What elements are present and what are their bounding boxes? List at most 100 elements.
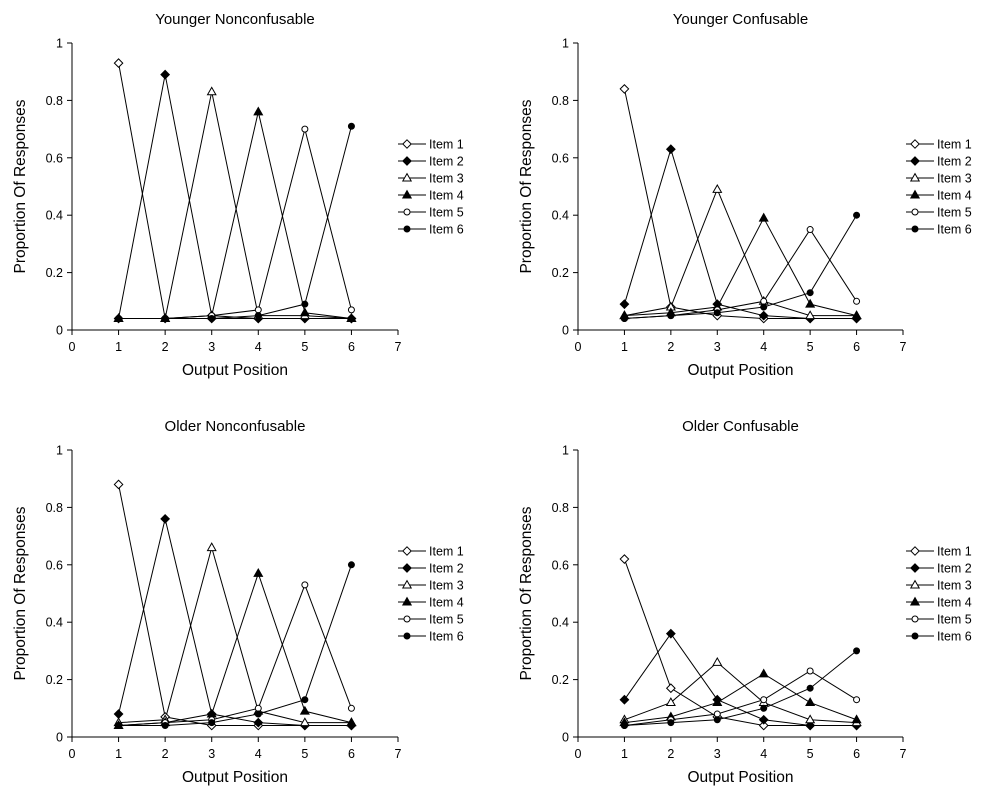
data-point-item-6 xyxy=(301,696,309,704)
series-line-item-6 xyxy=(624,214,858,320)
x-tick-label: 0 xyxy=(575,747,582,761)
y-tick-label: 0.4 xyxy=(46,616,63,630)
legend-marker-item-4 xyxy=(909,596,921,606)
x-axis-label: Output Position xyxy=(182,362,288,379)
data-point-item-2 xyxy=(665,628,676,639)
x-tick-label: 0 xyxy=(69,747,76,761)
legend-label-item-3: Item 3 xyxy=(429,172,464,186)
legend-marker-item-4 xyxy=(909,189,921,199)
data-point-item-5 xyxy=(301,125,309,133)
x-tick-label: 5 xyxy=(301,340,308,354)
chart-title: Younger Nonconfusable xyxy=(155,11,315,28)
data-point-item-4 xyxy=(758,212,769,222)
y-tick-label: 1 xyxy=(56,444,63,458)
legend-marker-item-2 xyxy=(910,563,920,573)
x-axis-label: Output Position xyxy=(688,362,794,379)
legend-label-item-5: Item 5 xyxy=(937,613,972,627)
legend-marker-item-5 xyxy=(403,615,411,623)
legend-label-item-3: Item 3 xyxy=(937,579,972,593)
data-point-item-2 xyxy=(113,709,124,719)
series-line-item-5 xyxy=(118,128,352,320)
data-point-item-4 xyxy=(299,307,310,317)
data-point-item-4 xyxy=(758,668,769,678)
legend-label-item-3: Item 3 xyxy=(937,172,972,186)
data-point-item-6 xyxy=(115,315,123,323)
series-line-item-6 xyxy=(118,126,352,320)
data-point-item-6 xyxy=(853,647,861,655)
y-tick-label: 1 xyxy=(56,37,63,51)
legend-label-item-5: Item 5 xyxy=(429,206,464,220)
x-tick-label: 6 xyxy=(348,747,355,761)
series-line-item-4 xyxy=(624,673,857,724)
series-line-item-5 xyxy=(624,670,857,727)
x-tick-label: 3 xyxy=(208,340,215,354)
x-tick-label: 4 xyxy=(255,340,262,354)
x-tick-label: 1 xyxy=(115,747,122,761)
data-point-item-4 xyxy=(253,106,264,116)
y-tick-label: 0.6 xyxy=(46,558,63,572)
y-axis-label: Proportion Of Responses xyxy=(12,506,29,680)
data-point-item-6 xyxy=(301,300,309,308)
legend-marker-item-4 xyxy=(401,596,413,606)
x-tick-label: 2 xyxy=(162,747,169,761)
data-point-item-2 xyxy=(160,513,171,524)
data-point-item-4 xyxy=(299,705,310,715)
data-point-item-1 xyxy=(665,683,676,694)
data-point-item-1 xyxy=(113,479,124,490)
y-tick-label: 0.4 xyxy=(552,616,569,630)
series-line-item-1 xyxy=(118,484,352,727)
chart-panel-3: Older Nonconfusable 0 0.2 0.4 0.6 0.8 1 0 1 2 3 4 5 6… xyxy=(12,418,464,786)
data-point-item-6 xyxy=(760,704,768,712)
chart-panel-2: Younger Confusable 0 0.2 0.4 0.6 0.8 1 0 1 2 3 4 5 6 7… xyxy=(518,11,972,379)
legend-marker-item-4 xyxy=(401,189,413,199)
data-point-item-1 xyxy=(619,84,630,94)
legend-label-item-6: Item 6 xyxy=(429,223,464,237)
legend-marker-item-1 xyxy=(402,139,412,149)
legend: Item 1 Item 2 Item 3 Item 4 Item 5 Item 6 xyxy=(906,138,972,237)
legend-label-item-1: Item 1 xyxy=(429,138,464,152)
data-point-item-2 xyxy=(160,69,171,80)
data-point-item-2 xyxy=(805,720,816,731)
legend-label-item-5: Item 5 xyxy=(937,206,972,220)
data-point-item-6 xyxy=(161,722,169,730)
data-point-item-6 xyxy=(667,312,675,320)
data-point-item-2 xyxy=(619,694,630,705)
y-tick-label: 0.8 xyxy=(46,94,63,108)
series-line-item-6 xyxy=(118,564,352,727)
legend-label-item-2: Item 2 xyxy=(429,562,464,576)
data-point-item-3 xyxy=(206,542,217,552)
legend-marker-item-2 xyxy=(402,156,412,166)
legend-label-item-1: Item 1 xyxy=(429,545,464,559)
data-point-item-6 xyxy=(208,315,216,323)
data-point-item-3 xyxy=(805,714,816,724)
x-tick-label: 7 xyxy=(395,747,402,761)
x-tick-label: 5 xyxy=(807,747,814,761)
x-axis-label: Output Position xyxy=(688,769,794,786)
data-point-item-2 xyxy=(665,144,676,155)
data-point-item-6 xyxy=(713,716,721,724)
data-point-item-2 xyxy=(253,717,264,728)
data-point-item-4 xyxy=(253,567,264,577)
legend-label-item-6: Item 6 xyxy=(429,630,464,644)
legend-marker-item-1 xyxy=(402,546,412,556)
x-tick-label: 5 xyxy=(807,340,814,354)
legend-marker-item-6 xyxy=(911,632,919,640)
y-tick-label: 0 xyxy=(562,324,569,338)
x-tick-label: 4 xyxy=(760,747,767,761)
y-tick-label: 0 xyxy=(56,324,63,338)
data-point-item-5 xyxy=(713,710,721,718)
x-tick-label: 1 xyxy=(115,340,122,354)
data-point-item-1 xyxy=(758,720,769,731)
legend: Item 1 Item 2 Item 3 Item 4 Item 5 Item 6 xyxy=(906,545,972,644)
series-line-item-2 xyxy=(624,632,857,727)
x-tick-label: 6 xyxy=(853,747,860,761)
legend-marker-item-6 xyxy=(911,225,919,233)
legend-marker-item-6 xyxy=(403,225,411,233)
y-tick-label: 0.2 xyxy=(552,266,569,280)
data-point-item-5 xyxy=(806,667,814,675)
x-tick-label: 0 xyxy=(69,340,76,354)
data-point-item-6 xyxy=(161,315,169,323)
series-line-item-3 xyxy=(624,661,857,724)
x-tick-label: 7 xyxy=(900,340,907,354)
